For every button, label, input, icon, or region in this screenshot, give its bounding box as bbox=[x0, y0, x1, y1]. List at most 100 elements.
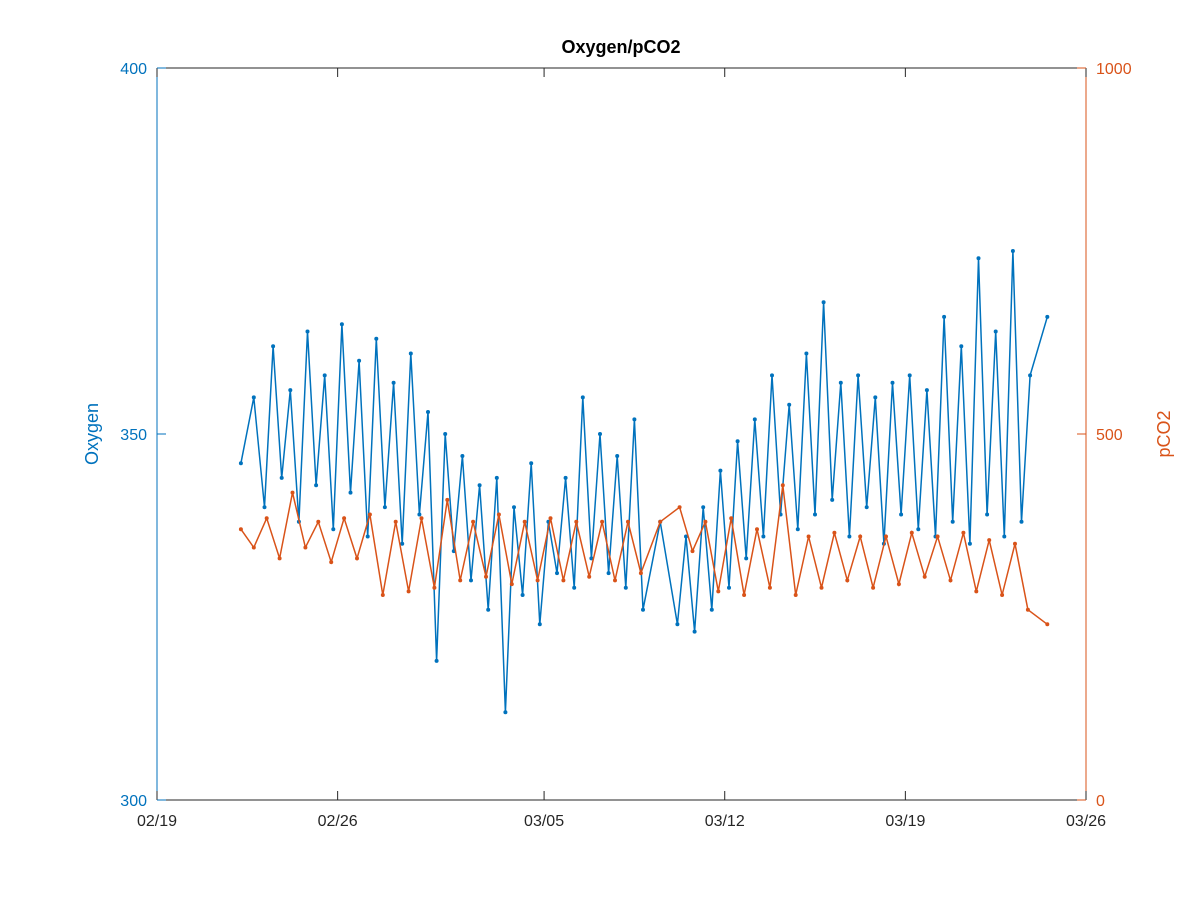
data-point-oxygen bbox=[348, 490, 353, 495]
data-point-oxygen bbox=[331, 527, 336, 532]
data-point-oxygen bbox=[1045, 314, 1050, 319]
data-point-oxygen bbox=[365, 534, 370, 539]
data-point-pco2 bbox=[909, 530, 914, 535]
data-point-pco2 bbox=[393, 519, 398, 524]
data-point-pco2 bbox=[535, 578, 540, 583]
data-point-oxygen bbox=[503, 710, 508, 715]
data-point-oxygen bbox=[744, 556, 749, 561]
y-right-tick-label: 1000 bbox=[1096, 61, 1132, 78]
data-point-pco2 bbox=[251, 545, 256, 550]
data-point-oxygen bbox=[1002, 534, 1007, 539]
data-point-pco2 bbox=[793, 593, 798, 597]
data-point-pco2 bbox=[587, 574, 592, 579]
y-right-axis-label: pCO2 bbox=[1154, 410, 1174, 457]
data-point-pco2 bbox=[987, 538, 992, 543]
x-tick-label: 02/26 bbox=[318, 813, 358, 830]
data-point-oxygen bbox=[486, 607, 491, 612]
data-point-oxygen bbox=[899, 512, 904, 517]
data-point-pco2 bbox=[832, 530, 837, 535]
data-point-oxygen bbox=[382, 505, 387, 510]
data-point-oxygen bbox=[838, 380, 843, 385]
data-point-oxygen bbox=[400, 541, 405, 546]
data-point-oxygen bbox=[1019, 519, 1024, 524]
data-point-oxygen bbox=[924, 388, 929, 393]
data-point-pco2 bbox=[574, 519, 579, 524]
data-point-oxygen bbox=[976, 256, 981, 261]
data-point-oxygen bbox=[322, 373, 327, 378]
data-point-oxygen bbox=[555, 571, 559, 576]
data-point-oxygen bbox=[632, 417, 637, 422]
data-point-oxygen bbox=[916, 527, 921, 532]
data-point-pco2 bbox=[458, 578, 463, 583]
data-point-pco2 bbox=[767, 585, 772, 590]
y-left-tick-label: 400 bbox=[120, 61, 147, 78]
data-point-pco2 bbox=[496, 512, 501, 517]
data-point-oxygen bbox=[426, 410, 430, 414]
data-point-oxygen bbox=[1028, 373, 1033, 378]
data-point-pco2 bbox=[1025, 607, 1030, 612]
data-point-oxygen bbox=[692, 629, 697, 634]
y-left-tick-label: 350 bbox=[120, 427, 147, 444]
data-point-oxygen bbox=[391, 380, 396, 385]
data-point-pco2 bbox=[548, 516, 553, 521]
data-point-oxygen bbox=[1010, 249, 1015, 253]
data-point-pco2 bbox=[316, 519, 321, 524]
data-point-oxygen bbox=[520, 593, 525, 597]
data-point-oxygen bbox=[262, 505, 267, 510]
data-point-pco2 bbox=[432, 585, 437, 590]
data-point-pco2 bbox=[742, 593, 747, 597]
data-point-oxygen bbox=[572, 585, 577, 590]
data-point-oxygen bbox=[529, 461, 534, 466]
y-left-tick-label: 300 bbox=[120, 793, 147, 810]
data-point-pco2 bbox=[884, 534, 888, 539]
x-tick-label: 03/26 bbox=[1066, 813, 1106, 830]
data-point-pco2 bbox=[961, 530, 966, 535]
data-point-pco2 bbox=[819, 585, 824, 590]
data-point-pco2 bbox=[626, 519, 630, 524]
data-point-pco2 bbox=[303, 545, 308, 550]
data-point-pco2 bbox=[419, 516, 424, 521]
data-point-pco2 bbox=[561, 578, 566, 583]
data-point-oxygen bbox=[770, 373, 774, 378]
data-point-pco2 bbox=[896, 582, 901, 587]
data-point-pco2 bbox=[522, 519, 527, 524]
data-point-oxygen bbox=[314, 483, 319, 488]
data-point-oxygen bbox=[675, 622, 680, 627]
data-point-pco2 bbox=[690, 549, 695, 554]
data-point-oxygen bbox=[942, 314, 947, 319]
data-point-oxygen bbox=[959, 344, 964, 349]
data-point-pco2 bbox=[290, 490, 295, 495]
data-point-oxygen bbox=[271, 344, 276, 349]
data-point-oxygen bbox=[684, 534, 688, 539]
data-point-oxygen bbox=[251, 395, 256, 400]
x-tick-label: 03/19 bbox=[885, 813, 925, 830]
data-point-oxygen bbox=[469, 578, 473, 583]
data-point-pco2 bbox=[638, 571, 643, 576]
data-point-oxygen bbox=[735, 439, 740, 444]
y-left-ticks: 300 350 400 bbox=[120, 61, 166, 810]
data-point-pco2 bbox=[484, 574, 488, 579]
data-point-oxygen bbox=[890, 380, 895, 385]
data-point-oxygen bbox=[443, 432, 448, 436]
data-point-oxygen bbox=[589, 556, 594, 561]
y-left-axis-label: Oxygen bbox=[82, 403, 102, 465]
data-point-oxygen bbox=[537, 622, 542, 627]
data-point-pco2 bbox=[613, 578, 617, 583]
data-point-pco2 bbox=[342, 516, 347, 521]
data-point-oxygen bbox=[641, 607, 645, 612]
data-point-oxygen bbox=[598, 432, 602, 436]
data-point-pco2 bbox=[974, 589, 979, 594]
series-layer bbox=[238, 249, 1050, 715]
data-point-pco2 bbox=[677, 505, 682, 510]
y-right-tick-label: 500 bbox=[1096, 427, 1123, 444]
data-point-oxygen bbox=[563, 475, 568, 480]
data-point-pco2 bbox=[355, 556, 359, 561]
x-tick-label: 03/05 bbox=[524, 813, 564, 830]
data-point-oxygen bbox=[804, 351, 809, 356]
data-point-pco2 bbox=[406, 589, 411, 594]
data-point-oxygen bbox=[417, 512, 422, 517]
data-point-oxygen bbox=[718, 468, 723, 473]
data-point-pco2 bbox=[935, 534, 940, 539]
data-point-oxygen bbox=[856, 373, 861, 378]
